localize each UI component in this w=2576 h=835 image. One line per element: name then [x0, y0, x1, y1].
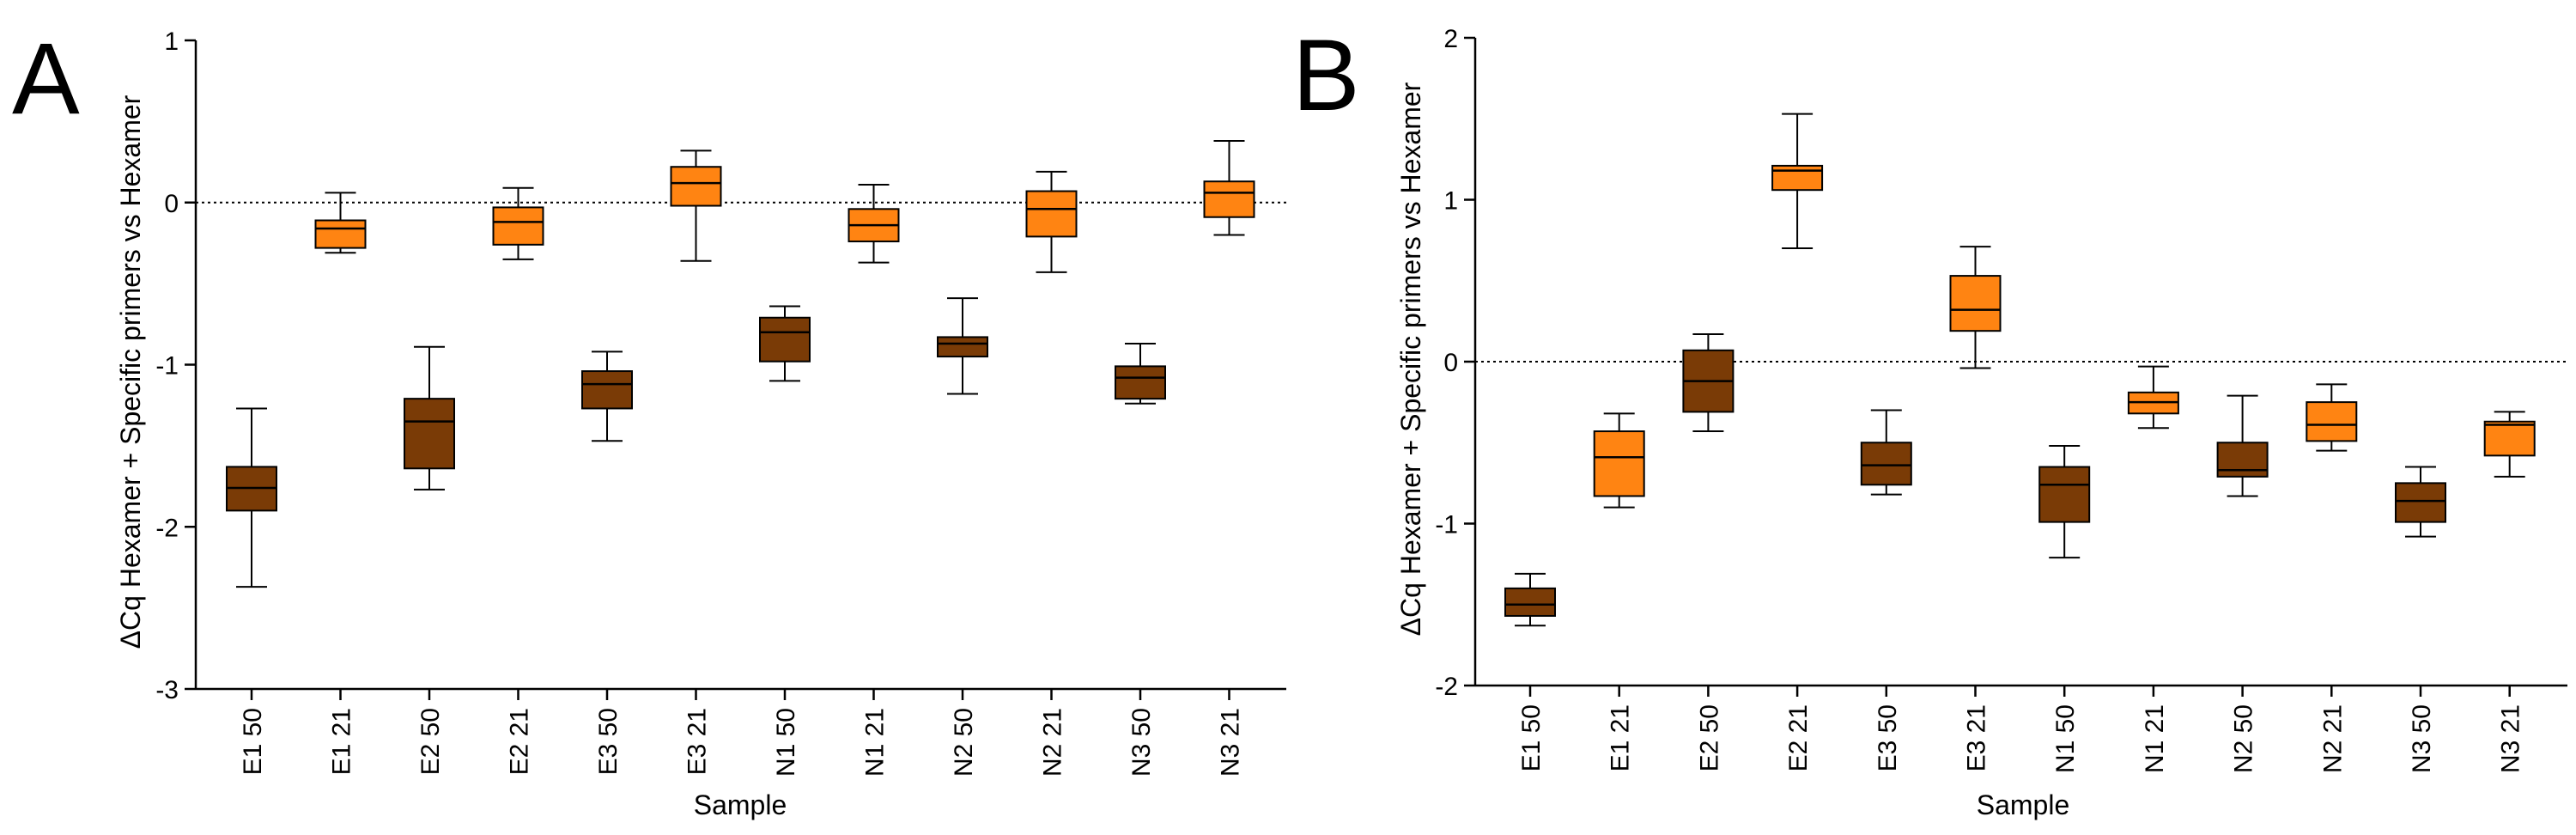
panel-b-y-tick-label: 2 — [1443, 25, 1458, 53]
iqr-box — [1025, 190, 1078, 238]
panel-b-x-tick-label: N1 50 — [2051, 704, 2080, 773]
panel-b-box-e3-21 — [1949, 246, 2002, 369]
iqr-box — [1771, 164, 1824, 192]
panel-b-box-n1-21 — [2127, 365, 2179, 430]
panel-a-y-tick-label: -1 — [155, 352, 179, 381]
panel-b-box-n3-50 — [2395, 466, 2446, 538]
panel-a-box-e2-50 — [404, 345, 455, 491]
panel-a-y-tick-label: 0 — [164, 190, 179, 218]
iqr-box — [2216, 442, 2269, 478]
panel-b-box-n3-21 — [2483, 411, 2536, 478]
panel-b-x-tick-label: N2 50 — [2230, 704, 2258, 773]
panel-a-x-tick-label: N1 21 — [861, 708, 890, 777]
panel-a-y-tick-label: 1 — [164, 27, 179, 56]
iqr-box — [759, 316, 811, 363]
panel-b-box-e3-50 — [1860, 409, 1912, 496]
panel-a-x-tick-label: N2 21 — [1039, 708, 1067, 777]
panel-b-plot-area: -2 -1 0 1 2 E1 50 E1 21 E2 50 E2 21 E3 50 E3 21 N1 … — [1435, 25, 2567, 773]
panel-a-box-e3-50 — [581, 350, 633, 442]
panel-a-plot-area: -3 -2 -1 0 1 E1 50 E1 21 E2 50 E2 21 E3 50 E3 21 N1… — [155, 27, 1286, 777]
panel-a-x-tick-label: N3 50 — [1127, 708, 1156, 777]
panel-a-y-tick-label: -2 — [155, 514, 179, 542]
iqr-box — [1593, 430, 1645, 497]
panel-b-x-tick-label: N3 50 — [2408, 704, 2436, 773]
panel-b-x-tick-label: N2 21 — [2318, 704, 2347, 773]
iqr-box — [404, 398, 455, 470]
iqr-box — [2306, 401, 2358, 442]
panel-b-box-n2-50 — [2216, 394, 2269, 497]
iqr-box — [2395, 482, 2446, 523]
panel-a-box-n3-50 — [1115, 342, 1166, 405]
panel-b-y-tick-label: 1 — [1443, 187, 1458, 216]
panel-a-box-e3-21 — [670, 149, 722, 262]
iqr-box — [937, 336, 988, 358]
panel-a-x-tick-label: N2 50 — [950, 708, 978, 777]
panel-b-x-axis-title: Sample — [1977, 789, 2070, 820]
iqr-box — [314, 219, 367, 249]
panel-b-y-tick-label: -2 — [1435, 673, 1458, 701]
panel-b-x-tick-label: E1 50 — [1517, 704, 1546, 771]
panel-a-box-n2-21 — [1025, 170, 1078, 273]
panel-b-y-axis-title: ΔCq Hexamer + Specific primers vs Hexame… — [1395, 82, 1426, 636]
panel-a-x-tick-label: E1 50 — [239, 708, 267, 775]
iqr-box — [670, 166, 722, 207]
panel-b-box-e1-21 — [1593, 412, 1645, 509]
panel-b-y-tick-label: -1 — [1435, 511, 1458, 539]
panel-a: A ΔCq Hexamer + Specific primers vs Hexa… — [12, 22, 1286, 820]
panel-a-x-tick-label: E3 50 — [594, 708, 623, 775]
panel-b-label: B — [1292, 19, 1360, 132]
panel-a-label: A — [12, 22, 80, 136]
panel-b-box-n2-21 — [2306, 383, 2358, 452]
panel-b-x-tick-label: E1 21 — [1607, 704, 1635, 771]
panel-b-x-tick-label: E3 50 — [1874, 704, 1902, 771]
panel-a-box-n1-21 — [848, 183, 900, 264]
panel-a-x-tick-label: E1 21 — [328, 708, 356, 775]
panel-a-x-axis-title: Sample — [694, 789, 787, 820]
panel-a-box-e1-50 — [226, 407, 277, 588]
iqr-box — [1949, 275, 2002, 332]
iqr-box — [581, 370, 633, 410]
panel-a-x-tick-label: E3 21 — [683, 708, 712, 775]
panel-b-box-e2-21 — [1771, 113, 1824, 250]
panel-a-box-n2-50 — [937, 297, 988, 395]
iqr-box — [492, 206, 544, 246]
panel-b-box-e2-50 — [1682, 332, 1735, 433]
panel-b-x-tick-label: N3 21 — [2497, 704, 2525, 773]
panel-b-x-tick-label: E2 50 — [1695, 704, 1723, 771]
panel-b-x-tick-label: N1 21 — [2141, 704, 2169, 773]
iqr-box — [2038, 466, 2091, 523]
panel-a-y-tick-label: -3 — [155, 676, 179, 704]
panel-b-x-tick-label: E3 21 — [1963, 704, 1991, 771]
panel-b: B ΔCq Hexamer + Specific primers vs Hexa… — [1292, 19, 2567, 820]
panel-a-box-n1-50 — [759, 305, 811, 382]
panel-b-box-e1-50 — [1504, 572, 1556, 627]
iqr-box — [1203, 180, 1255, 218]
panel-a-y-axis-title: ΔCq Hexamer + Specific primers vs Hexame… — [115, 94, 146, 649]
panel-a-x-tick-label: E2 21 — [506, 708, 534, 775]
panel-b-y-tick-label: 0 — [1443, 349, 1458, 377]
iqr-box — [2483, 420, 2536, 457]
panel-a-x-tick-label: N1 50 — [772, 708, 800, 777]
panel-a-box-e2-21 — [492, 186, 544, 260]
panel-b-x-tick-label: E2 21 — [1784, 704, 1813, 771]
iqr-box — [1860, 442, 1912, 486]
panel-b-box-n1-50 — [2038, 445, 2091, 559]
panel-a-box-e1-21 — [314, 192, 367, 254]
iqr-box — [1115, 365, 1166, 400]
panel-a-box-n3-21 — [1203, 140, 1255, 236]
panel-a-x-tick-label: N3 21 — [1217, 708, 1245, 777]
iqr-box — [1504, 587, 1556, 617]
panel-a-x-tick-label: E2 50 — [416, 708, 445, 775]
